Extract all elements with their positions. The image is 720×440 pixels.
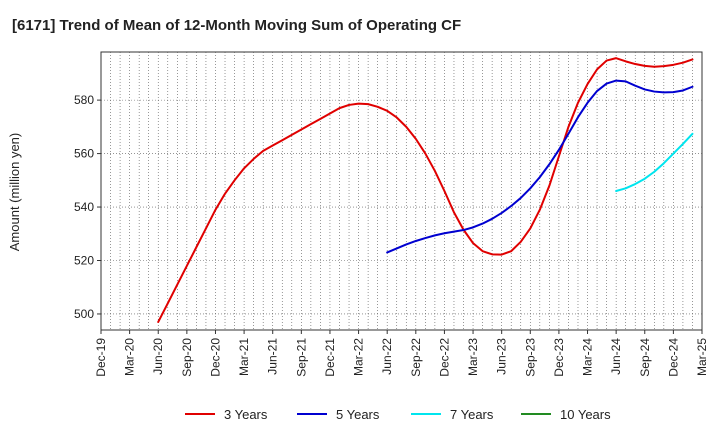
x-tick-label: Mar-20 [123, 338, 137, 376]
y-tick-label: 540 [74, 200, 94, 214]
x-tick-label: Sep-24 [638, 338, 652, 377]
y-tick-label: 520 [74, 254, 94, 268]
series-lines [157, 57, 694, 323]
x-tick-label: Jun-23 [495, 338, 509, 375]
series-line-5-years [386, 79, 694, 254]
y-tick-label: 580 [74, 93, 94, 107]
x-tick-label: Dec-20 [208, 338, 222, 377]
y-tick-label: 560 [74, 147, 94, 161]
x-tick-label: Sep-20 [180, 338, 194, 377]
x-tick-label: Sep-21 [294, 338, 308, 377]
legend-label-7-years: 7 Years [450, 407, 494, 422]
x-tick-label: Mar-24 [581, 338, 595, 376]
x-tick-label: Sep-22 [409, 338, 423, 377]
x-tick-label: Mar-23 [466, 338, 480, 376]
series-line-3-years [157, 57, 694, 323]
legend-label-3-years: 3 Years [224, 407, 268, 422]
x-tick-label: Mar-22 [352, 338, 366, 376]
plot-frame [100, 51, 703, 331]
y-axis-label: Amount (million yen) [7, 133, 22, 252]
axis-ticks: 500 520 540 560 580 Dec-19 Mar-20 Jun-20 Sep-20 D… [74, 93, 709, 377]
x-tick-label: Jun-21 [266, 338, 280, 375]
legend-label-10-years: 10 Years [560, 407, 611, 422]
x-tick-label: Dec-24 [666, 338, 680, 377]
legend-label-5-years: 5 Years [336, 407, 380, 422]
x-tick-label: Mar-25 [695, 338, 709, 376]
y-tick-label: 500 [74, 307, 94, 321]
x-tick-label: Jun-20 [151, 338, 165, 375]
chart-title: [6171] Trend of Mean of 12-Month Moving … [12, 17, 461, 34]
x-tick-label: Mar-21 [237, 338, 251, 376]
x-tick-label: Dec-19 [94, 338, 108, 377]
x-tick-label: Dec-22 [437, 338, 451, 377]
x-tick-label: Jun-22 [380, 338, 394, 375]
x-tick-label: Jun-24 [609, 338, 623, 375]
series-line-7-years [615, 132, 694, 192]
x-tick-label: Dec-23 [552, 338, 566, 377]
legend: 3 Years 5 Years 7 Years 10 Years [185, 407, 611, 422]
x-tick-label: Sep-23 [523, 338, 537, 377]
x-tick-label: Dec-21 [323, 338, 337, 377]
gridlines [101, 52, 702, 330]
